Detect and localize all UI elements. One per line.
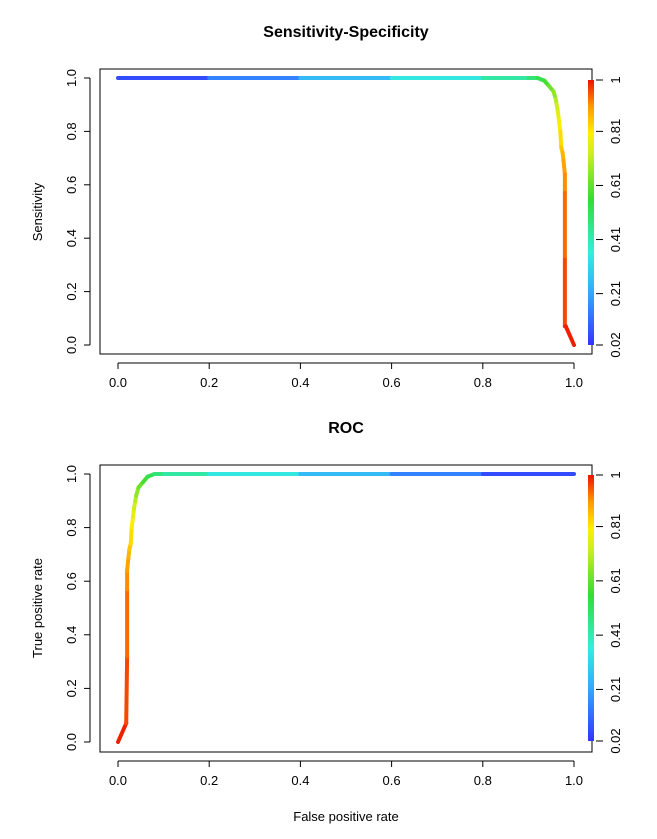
roc-curve: [116, 472, 576, 744]
colorbar-tick-label: 0.41: [608, 622, 623, 647]
curve-segment: [128, 525, 134, 546]
colorbar-tick-label: 1: [608, 471, 623, 478]
y-tick-label: 0.0: [64, 733, 79, 751]
y-axis-label: Sensitivity: [30, 182, 45, 241]
x-tick-label: 1.0: [565, 375, 583, 390]
chart-title-sensitivity-specificity: Sensitivity-Specificity: [263, 24, 428, 41]
curve-segment: [116, 721, 129, 744]
curve-segment: [563, 324, 576, 347]
x-tick-label: 1.0: [565, 773, 583, 788]
colorbar-tick-label: 0.21: [608, 281, 623, 306]
x-tick-label: 0.0: [109, 773, 127, 788]
colorbar-tick-label: 0.41: [608, 227, 623, 252]
x-tick-label: 0.6: [383, 773, 401, 788]
y-tick-label: 0.6: [64, 176, 79, 194]
colorbar-tick-label: 0.21: [608, 677, 623, 702]
colorbar-tick-label: 1: [608, 76, 623, 83]
x-tick-label: 0.6: [383, 375, 401, 390]
colorbar-tick-label: 0.02: [608, 728, 623, 753]
x-tick-label: 0.8: [474, 375, 492, 390]
colorbar-axis: 0.02 0.21 0.41 0.61 0.81 1: [596, 471, 623, 754]
x-tick-label: 0.2: [200, 773, 218, 788]
y-tick-label: 0.2: [64, 283, 79, 301]
y-tick-label: 1.0: [64, 69, 79, 87]
y-tick-label: 1.0: [64, 465, 79, 483]
y-tick-label: 0.2: [64, 679, 79, 697]
sensitivity-specificity-curve: [116, 76, 576, 347]
colorbar: [588, 475, 594, 741]
x-axis-label: False positive rate: [293, 809, 399, 824]
sensitivity-specificity-panel: Sensitivity-Specificity 0.0 0.2 0.4 0.6 0.8 1…: [30, 24, 623, 390]
y-tick-label: 0.6: [64, 572, 79, 590]
y-tick-label: 0.4: [64, 229, 79, 247]
y-tick-label: 0.4: [64, 626, 79, 644]
plot-frame: [99, 464, 593, 753]
curve-segment: [125, 555, 131, 573]
colorbar-tick-label: 0.02: [608, 332, 623, 357]
x-tick-label: 0.4: [291, 773, 309, 788]
y-tick-label: 0.8: [64, 519, 79, 537]
x-axis: 0.0 0.2 0.4 0.6 0.8 1.0: [109, 362, 583, 390]
x-tick-label: 0.4: [291, 375, 309, 390]
curve-segment: [558, 129, 564, 150]
x-tick-label: 0.2: [200, 375, 218, 390]
x-tick-label: 0.0: [109, 375, 127, 390]
y-axis: 0.0 0.2 0.4 0.6 0.8 1.0: [64, 465, 91, 751]
y-axis-label: True positive rate: [30, 558, 45, 658]
y-tick-label: 0.0: [64, 336, 79, 354]
colorbar: [588, 80, 594, 345]
x-axis: 0.0 0.2 0.4 0.6 0.8 1.0: [109, 760, 583, 788]
y-axis: 0.0 0.2 0.4 0.6 0.8 1.0: [64, 69, 91, 354]
colorbar-tick-label: 0.61: [608, 568, 623, 593]
plot-frame: [99, 68, 593, 355]
chart-title-roc: ROC: [328, 420, 364, 437]
curve-segment: [124, 654, 130, 726]
colorbar-tick-label: 0.81: [608, 514, 623, 539]
colorbar-axis: 0.02 0.21 0.41 0.61 0.81 1: [596, 76, 623, 358]
roc-panel: ROC 0.0 0.2 0.4 0.6 0.8 1.0 0.0 0.2 0.4 0.6 0.8 1.…: [30, 420, 623, 824]
colorbar-tick-label: 0.61: [608, 173, 623, 198]
colorbar-tick-label: 0.81: [608, 119, 623, 144]
y-tick-label: 0.8: [64, 122, 79, 140]
curve-segment: [561, 158, 567, 177]
x-tick-label: 0.8: [474, 773, 492, 788]
